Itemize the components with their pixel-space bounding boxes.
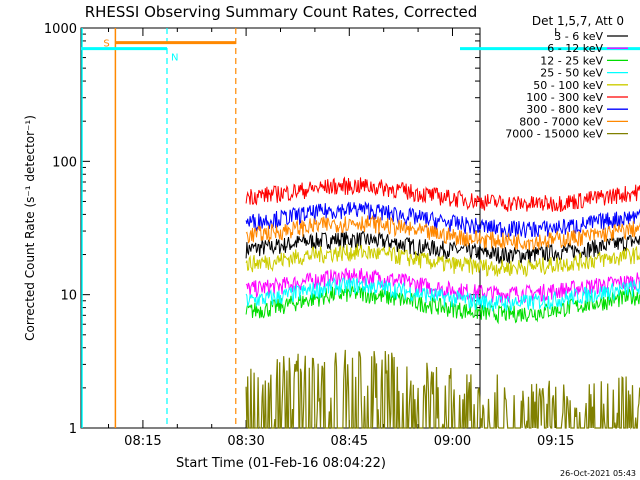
night-label: N xyxy=(171,53,178,64)
legend-label: 6 - 12 keV xyxy=(547,42,603,55)
series-line xyxy=(245,243,640,278)
y-tick-label: 100 xyxy=(52,155,77,170)
x-tick-label: 09:00 xyxy=(434,434,471,449)
legend-label: 800 - 7000 keV xyxy=(519,115,603,128)
series-line xyxy=(245,201,640,238)
series-line xyxy=(245,176,640,212)
x-tick-label: 08:45 xyxy=(331,434,368,449)
series-line xyxy=(245,276,640,312)
legend-label: 300 - 800 keV xyxy=(526,103,603,116)
legend-label: 3 - 6 keV xyxy=(554,30,603,43)
legend-label: 12 - 25 keV xyxy=(540,54,603,67)
legend-label: 50 - 100 keV xyxy=(533,79,603,92)
timestamp-label: 26-Oct-2021 05:43 xyxy=(560,469,636,478)
x-axis-label: Start Time (01-Feb-16 08:04:22) xyxy=(176,456,386,471)
x-tick-label: 08:15 xyxy=(124,434,161,449)
x-tick-label: 09:15 xyxy=(537,434,574,449)
legend-label: 25 - 50 keV xyxy=(540,67,603,80)
series-line xyxy=(245,349,640,430)
y-tick-label: 10 xyxy=(60,289,77,304)
x-tick-label: 08:30 xyxy=(227,434,264,449)
series-line xyxy=(245,230,640,265)
series-line xyxy=(245,214,640,251)
chart-title: RHESSI Observing Summary Count Rates, Co… xyxy=(85,3,478,21)
saa-label: S xyxy=(103,39,109,50)
y-tick-label: 1000 xyxy=(44,22,77,37)
legend-title: Det 1,5,7, Att 0 xyxy=(532,14,624,28)
legend-label: 7000 - 15000 keV xyxy=(505,128,603,141)
legend-label: 100 - 300 keV xyxy=(526,91,603,104)
y-tick-label: 1 xyxy=(69,422,77,437)
y-axis-label: Corrected Count Rate (s⁻¹ detector⁻¹) xyxy=(23,115,37,341)
